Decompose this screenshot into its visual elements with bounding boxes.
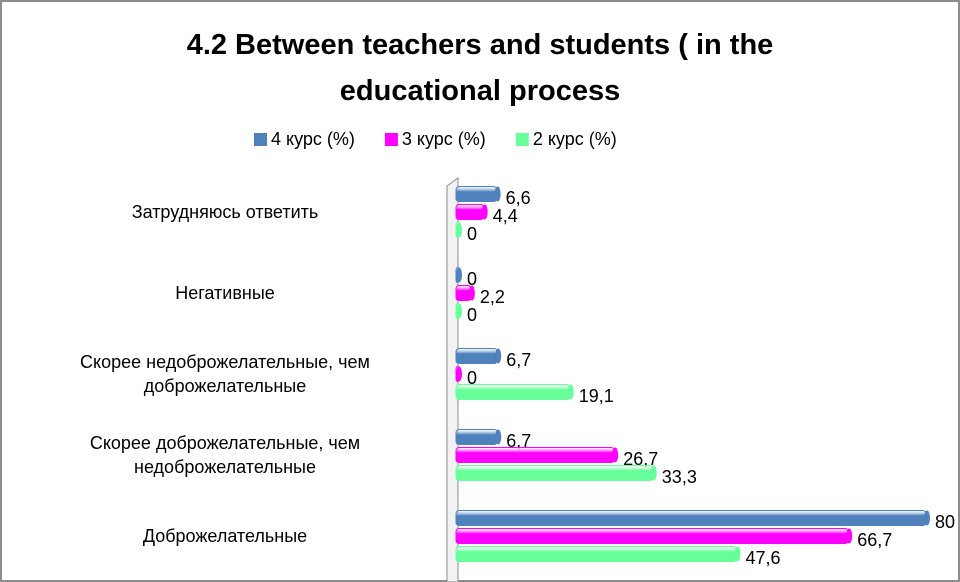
bar-cap [494,186,501,202]
y-tick-label: Негативные [175,283,275,303]
data-label: 6,7 [506,431,531,451]
data-label: 0 [467,224,477,244]
bar [455,465,654,481]
legend-label: 2 курс (%) [533,129,617,149]
data-label: 33,3 [662,467,697,487]
bar-cap [495,429,502,445]
bar-cap [468,285,475,301]
bar [455,348,498,364]
bar-cap [456,267,462,283]
legend-label: 3 курс (%) [402,129,486,149]
bar [455,429,498,445]
bar [455,384,571,400]
bar [455,528,849,544]
data-label: 80 [935,512,955,532]
bar-cap [481,204,488,220]
bar-cap [734,546,741,562]
bar [455,186,498,202]
chart-title: 4.2 Between teachers and students ( in t… [186,29,774,107]
data-label: 0 [467,368,477,388]
bar-cap [495,348,502,364]
bar-cap [846,528,853,544]
data-label: 0 [467,269,477,289]
bar [455,447,615,463]
data-label: 2,2 [480,287,505,307]
y-tick-label: Доброжелательные [142,526,308,546]
data-label: 6,6 [506,188,531,208]
data-label: 26,7 [623,449,658,469]
bar [455,204,485,220]
data-label: 66,7 [857,530,892,550]
bar [455,285,472,301]
axis-wall [446,177,459,582]
bar-cap [456,366,462,382]
data-label: 0 [467,305,477,325]
bar [455,546,737,562]
legend-swatch [515,133,529,146]
bar-cap [456,222,462,238]
bar-cap [456,303,462,319]
data-label: 4,4 [493,206,518,226]
data-label: 6,7 [506,350,531,370]
bar [455,510,927,526]
legend-swatch [254,133,267,146]
data-label: 47,6 [745,548,780,568]
legend-label: 4 курс (%) [271,129,355,149]
bar-cap [650,465,657,481]
data-label: 19,1 [579,386,614,406]
legend-swatch [384,133,398,146]
bar-cap [924,510,930,526]
y-tick-label: Затрудняюсь ответить [131,202,319,222]
y-tick-label: Скорее недоброжелательные, чем доброжела… [80,352,370,396]
bar-cap [612,447,619,463]
bar-cap [567,384,574,400]
y-tick-label: Скорее доброжелательные, чем недоброжела… [89,433,361,477]
